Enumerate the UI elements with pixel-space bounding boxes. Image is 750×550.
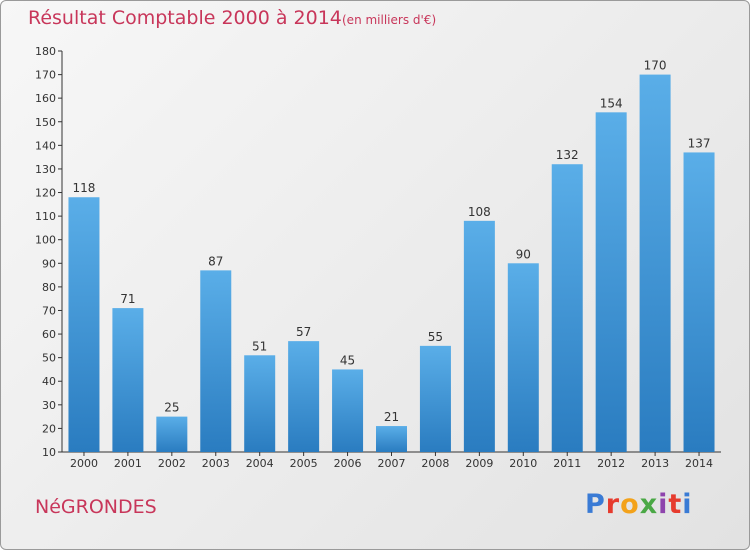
y-tick-label: 10 <box>42 446 56 459</box>
y-tick-label: 60 <box>42 328 56 341</box>
chart-bars <box>68 74 715 453</box>
x-tick-label: 2009 <box>465 457 493 470</box>
bar-value-label: 87 <box>208 254 223 268</box>
place-name: NéGRONDES <box>35 496 157 518</box>
x-tick-label: 2003 <box>202 457 230 470</box>
bar-value-label: 108 <box>468 205 491 219</box>
logo-letter: x <box>639 489 659 520</box>
x-tick-label: 2012 <box>597 457 625 470</box>
x-tick-label: 2010 <box>509 457 537 470</box>
bar <box>639 74 671 453</box>
logo-letter: i <box>658 489 669 520</box>
logo-letter: r <box>605 489 621 520</box>
y-tick-label: 50 <box>42 352 56 365</box>
chart-value-labels: 118 71 25 87 51 57 45 21 55 108 90 132 154 170 137 <box>73 59 711 424</box>
chart-subtitle: (en milliers d'€) <box>342 13 437 27</box>
bar <box>551 164 583 453</box>
logo-letter: o <box>620 489 640 520</box>
bar-value-label: 154 <box>600 96 623 110</box>
bar-value-label: 51 <box>252 339 267 353</box>
logo-letter: t <box>668 489 683 520</box>
bar <box>419 345 451 452</box>
x-tick-label: 2014 <box>685 457 713 470</box>
bar <box>112 308 144 452</box>
x-tick-label: 2011 <box>553 457 581 470</box>
bar-value-label: 45 <box>340 353 355 367</box>
logo-letter: i <box>682 489 693 520</box>
bar-value-label: 55 <box>428 330 443 344</box>
bar <box>288 341 320 452</box>
bar-value-label: 71 <box>120 292 135 306</box>
y-tick-label: 30 <box>42 399 56 412</box>
logo-letter: P <box>585 489 606 520</box>
y-tick-label: 150 <box>35 116 56 129</box>
y-tick-label: 110 <box>35 210 56 223</box>
bar <box>68 197 100 452</box>
y-tick-label: 180 <box>35 45 56 58</box>
x-tick-label: 2008 <box>421 457 449 470</box>
x-tick-label: 2002 <box>158 457 186 470</box>
y-tick-label: 20 <box>42 422 56 435</box>
x-tick-label: 2000 <box>70 457 98 470</box>
y-tick-label: 120 <box>35 187 56 200</box>
bar <box>200 270 232 452</box>
x-tick-label: 2007 <box>378 457 406 470</box>
bar-value-label: 90 <box>516 247 531 261</box>
bar-value-label: 137 <box>688 136 711 150</box>
y-tick-label: 130 <box>35 163 56 176</box>
chart-title: Résultat Comptable 2000 à 2014 <box>28 7 342 29</box>
bar-value-label: 118 <box>73 181 96 195</box>
bar <box>595 112 627 453</box>
bar-value-label: 170 <box>644 59 667 73</box>
bar-value-label: 57 <box>296 325 311 339</box>
bar <box>507 263 539 452</box>
bar-value-label: 25 <box>164 401 179 415</box>
x-tick-label: 2006 <box>334 457 362 470</box>
bar <box>244 355 276 452</box>
bar-value-label: 132 <box>556 148 579 162</box>
bar-value-label: 21 <box>384 410 399 424</box>
y-tick-label: 80 <box>42 281 56 294</box>
y-tick-label: 90 <box>42 257 56 270</box>
bar <box>463 220 495 452</box>
y-tick-label: 140 <box>35 139 56 152</box>
proxiti-logo: Proxiti <box>585 489 693 520</box>
x-tick-label: 2001 <box>114 457 142 470</box>
x-tick-label: 2004 <box>246 457 274 470</box>
x-tick-label: 2013 <box>641 457 669 470</box>
bar <box>683 152 715 452</box>
bar <box>376 426 407 452</box>
y-tick-label: 170 <box>35 69 56 82</box>
bar <box>332 369 364 452</box>
y-tick-label: 100 <box>35 234 56 247</box>
y-tick-label: 70 <box>42 304 56 317</box>
y-tick-label: 160 <box>35 92 56 105</box>
y-tick-label: 40 <box>42 375 56 388</box>
x-tick-label: 2005 <box>290 457 318 470</box>
bar <box>156 416 188 452</box>
